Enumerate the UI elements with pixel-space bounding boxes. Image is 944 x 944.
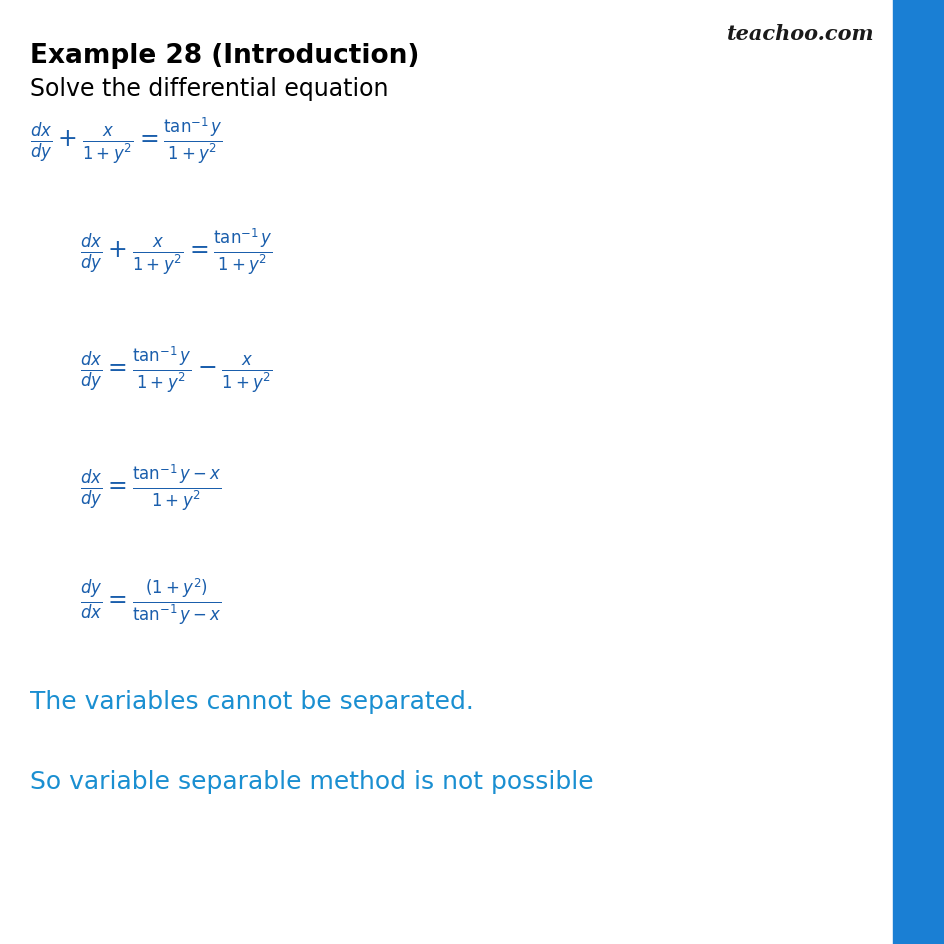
Text: $\frac{dx}{dy} + \frac{x}{1+y^2} = \frac{\tan^{-1} y}{1+y^2}$: $\frac{dx}{dy} + \frac{x}{1+y^2} = \frac… — [80, 227, 273, 278]
Bar — [892, 0, 944, 944]
Text: teachoo.com: teachoo.com — [726, 24, 873, 43]
Text: So variable separable method is not possible: So variable separable method is not poss… — [30, 769, 593, 793]
Text: $\frac{dy}{dx} = \frac{(1+y^2)}{\tan^{-1} y - x}$: $\frac{dy}{dx} = \frac{(1+y^2)}{\tan^{-1… — [80, 576, 222, 627]
Text: $\frac{dx}{dy} + \frac{x}{1+y^2} = \frac{\tan^{-1} y}{1+y^2}$: $\frac{dx}{dy} + \frac{x}{1+y^2} = \frac… — [30, 116, 223, 167]
Text: Solve the differential equation: Solve the differential equation — [30, 77, 388, 101]
Text: $\frac{dx}{dy} = \frac{\tan^{-1} y - x}{1+y^2}$: $\frac{dx}{dy} = \frac{\tan^{-1} y - x}{… — [80, 463, 222, 514]
Text: $\frac{dx}{dy} = \frac{\tan^{-1} y}{1+y^2} - \frac{x}{1+y^2}$: $\frac{dx}{dy} = \frac{\tan^{-1} y}{1+y^… — [80, 345, 273, 396]
Text: The variables cannot be separated.: The variables cannot be separated. — [30, 689, 474, 713]
Text: Example 28 (Introduction): Example 28 (Introduction) — [30, 42, 419, 69]
